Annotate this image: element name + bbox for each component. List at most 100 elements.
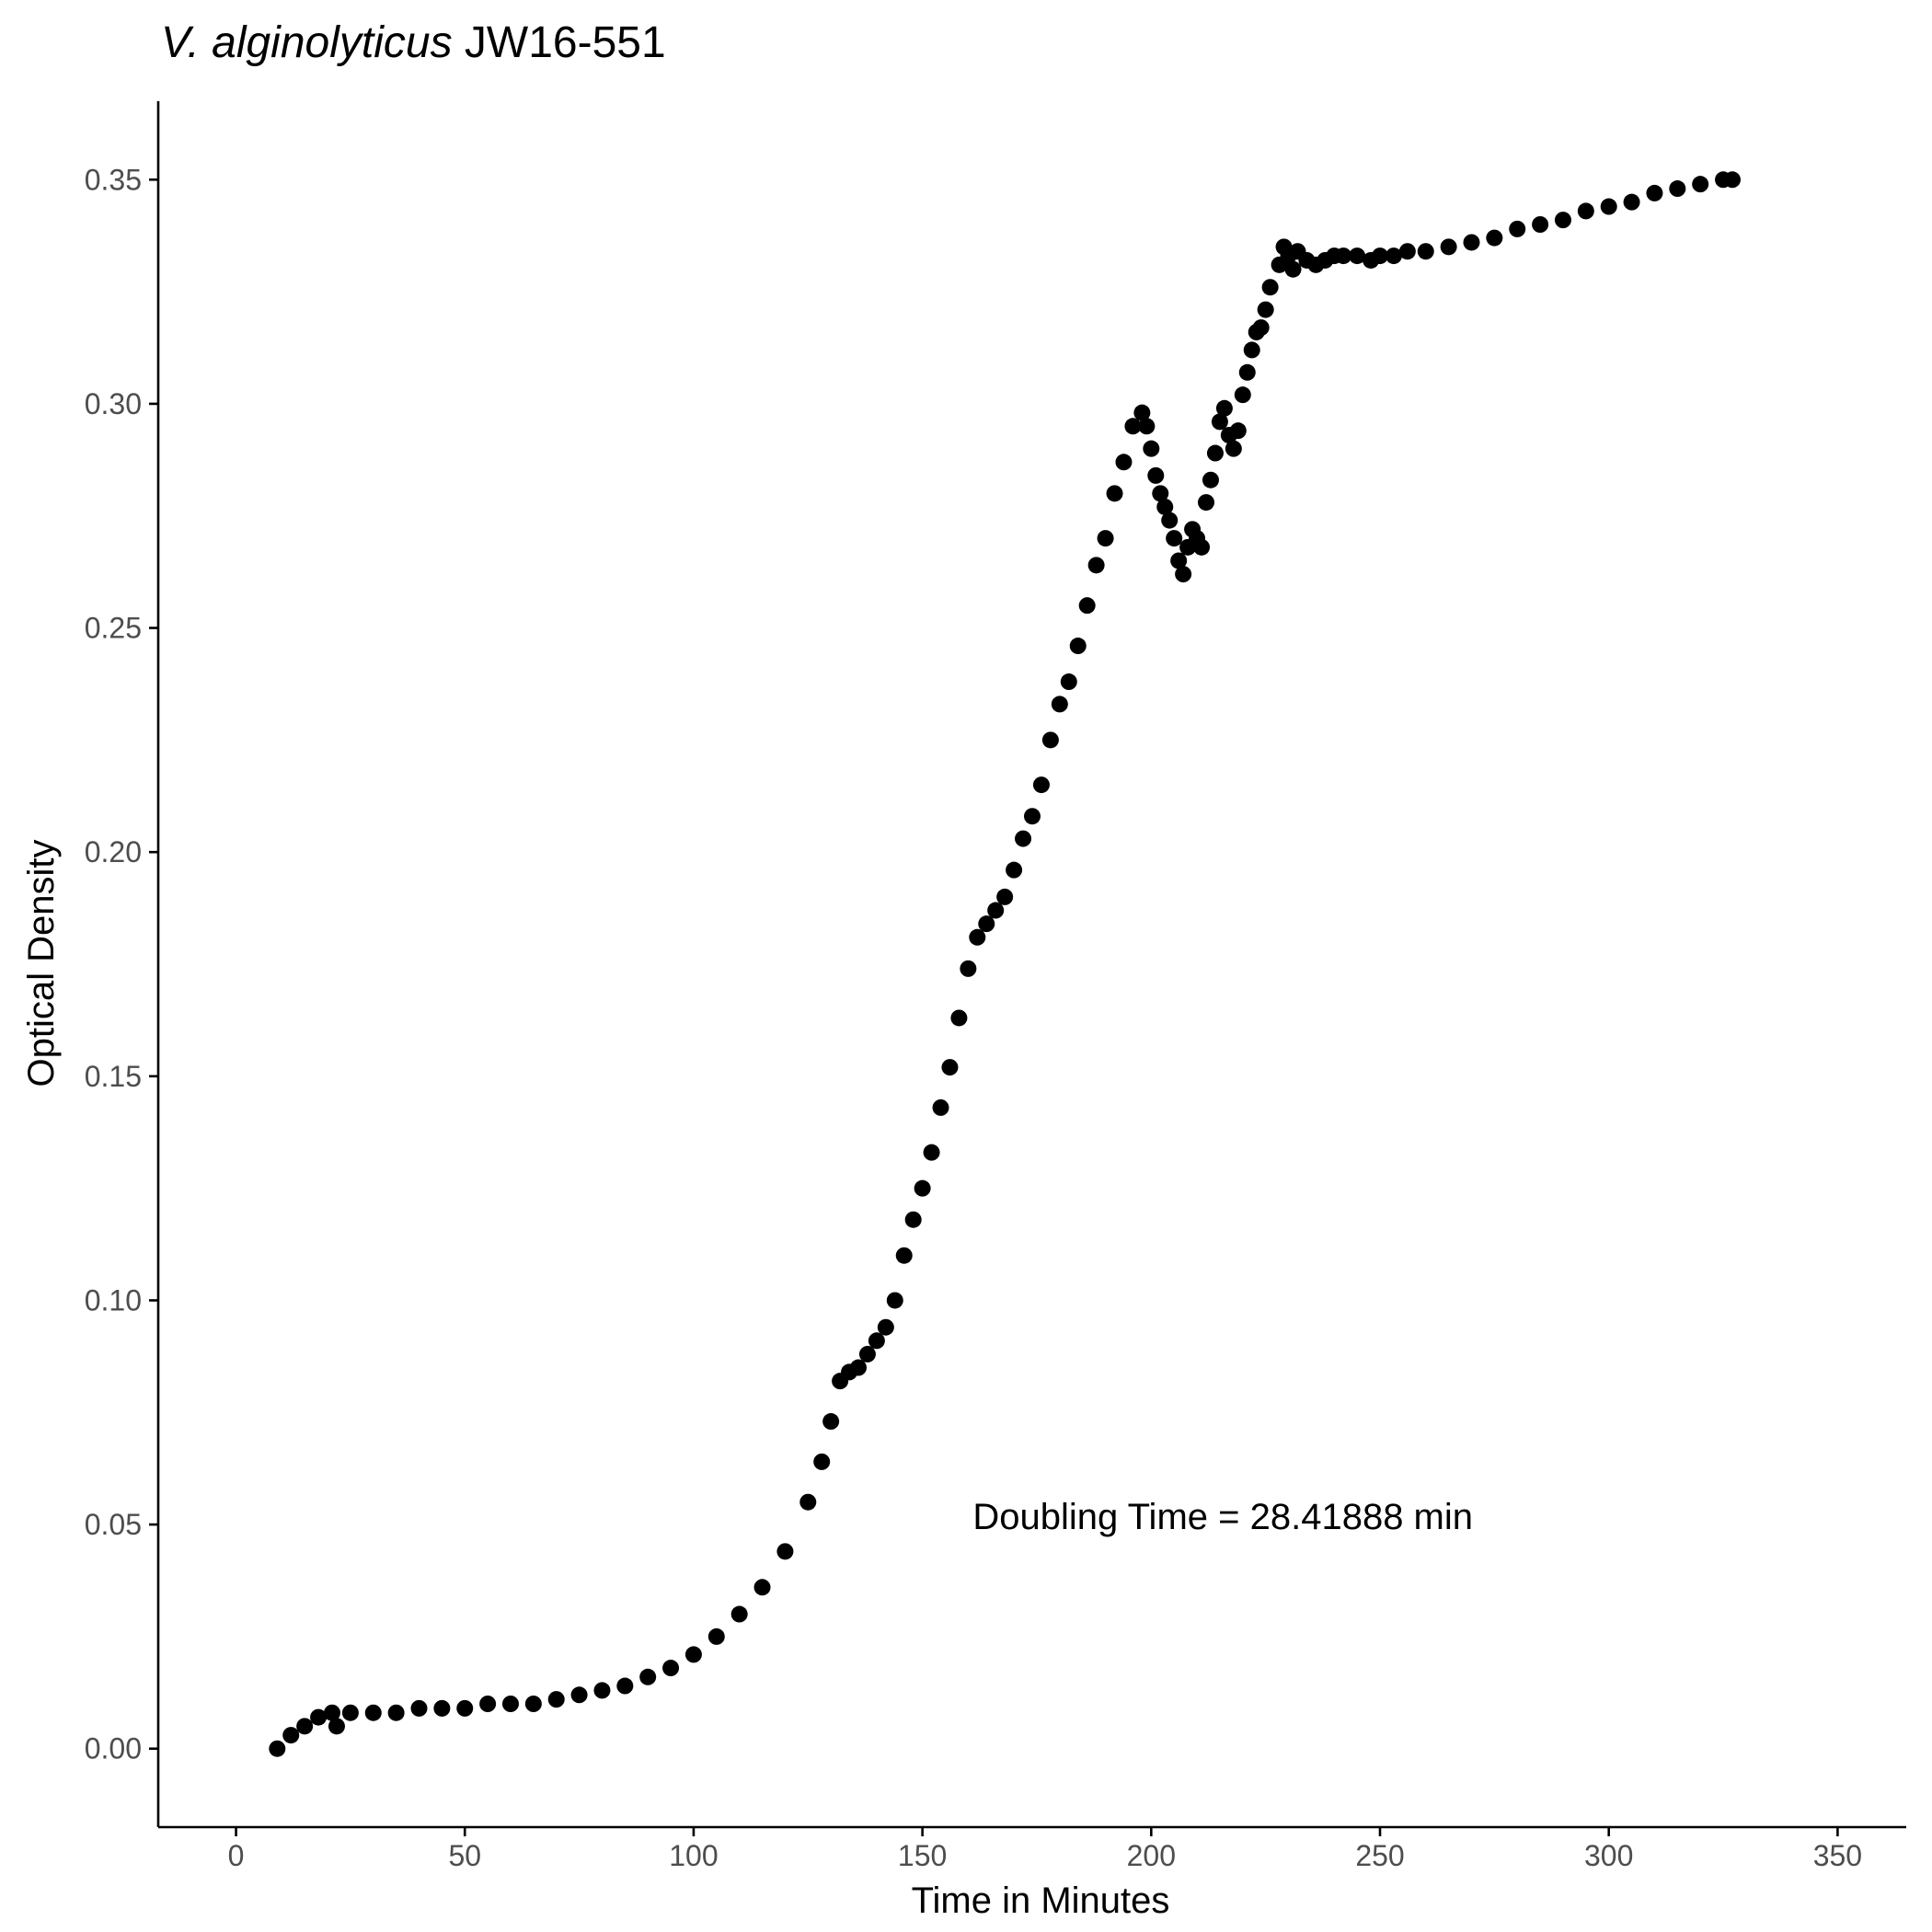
data-point (1252, 319, 1270, 337)
data-point (886, 1292, 903, 1309)
data-point (593, 1682, 611, 1699)
data-point (328, 1718, 345, 1735)
data-point (324, 1704, 341, 1721)
data-point (1138, 418, 1156, 435)
x-tick-label: 0 (228, 1839, 245, 1872)
data-point (1243, 341, 1260, 359)
data-point (1646, 184, 1663, 201)
y-axis-title: Optical Density (21, 840, 62, 1087)
data-point (950, 1009, 968, 1027)
data-point (969, 928, 986, 946)
data-point (433, 1699, 451, 1717)
data-point (1175, 566, 1192, 583)
data-point (296, 1718, 314, 1735)
data-point (1372, 247, 1389, 265)
data-point (1238, 363, 1256, 381)
data-point (1440, 238, 1457, 256)
data-point (547, 1691, 565, 1708)
data-point (1554, 212, 1571, 229)
data-point (914, 1179, 931, 1197)
data-point (479, 1696, 497, 1712)
data-point (978, 915, 995, 933)
data-point (1600, 198, 1617, 215)
data-point (1257, 301, 1274, 318)
data-point (1143, 440, 1160, 457)
data-point (1006, 861, 1023, 879)
data-point (1215, 399, 1233, 417)
data-point (1133, 404, 1151, 421)
data-points (269, 171, 1741, 1757)
data-point (1417, 243, 1434, 260)
data-point (923, 1144, 940, 1161)
data-point (1211, 413, 1228, 431)
data-point (1463, 234, 1480, 251)
data-point (639, 1668, 657, 1685)
data-point (895, 1247, 913, 1264)
data-point (1041, 731, 1059, 749)
data-point (776, 1543, 794, 1560)
data-point (1032, 776, 1050, 794)
data-point (662, 1660, 680, 1677)
y-tick-label: 0.00 (85, 1732, 142, 1765)
data-point (707, 1627, 725, 1645)
data-point (1509, 220, 1526, 237)
data-point (1385, 247, 1402, 265)
data-point (1349, 247, 1366, 265)
data-point (282, 1727, 300, 1744)
y-tick-label: 0.10 (85, 1283, 142, 1317)
x-axis-ticks: 0 50 100 150 200 250 300 350 (228, 1827, 1862, 1872)
data-point (1234, 386, 1251, 404)
data-point (1152, 485, 1169, 502)
data-point (849, 1359, 867, 1376)
data-point (570, 1686, 588, 1704)
x-tick-label: 300 (1584, 1839, 1633, 1872)
data-point (387, 1704, 405, 1721)
data-point (1335, 247, 1352, 265)
data-point (1087, 557, 1105, 574)
data-point (987, 902, 1005, 919)
chart-title: V. alginolyticus JW16-551 (161, 18, 666, 67)
data-point (1166, 530, 1183, 547)
data-point (1623, 193, 1640, 211)
data-point (501, 1696, 519, 1712)
data-point (904, 1211, 922, 1228)
data-point (1577, 202, 1594, 220)
data-point (364, 1704, 382, 1721)
data-point (1486, 229, 1503, 247)
x-tick-label: 200 (1127, 1839, 1176, 1872)
chart-title-rest: JW16-551 (453, 18, 666, 67)
data-point (310, 1708, 328, 1726)
data-point (1124, 418, 1142, 435)
data-point (1170, 552, 1188, 569)
data-point (1692, 176, 1709, 193)
data-point (341, 1704, 359, 1721)
data-point (524, 1696, 542, 1712)
data-point (753, 1579, 771, 1596)
data-point (1051, 696, 1068, 713)
data-point (410, 1699, 428, 1717)
x-tick-label: 250 (1355, 1839, 1404, 1872)
data-point (1161, 512, 1179, 529)
data-point (1198, 494, 1215, 512)
data-point (684, 1646, 702, 1663)
y-tick-label: 0.15 (85, 1060, 142, 1093)
data-point (1015, 830, 1032, 847)
data-point (1097, 530, 1114, 547)
data-point (799, 1493, 817, 1511)
data-point (1115, 454, 1133, 471)
x-tick-label: 100 (669, 1839, 718, 1872)
data-point (1669, 180, 1686, 198)
data-point (996, 888, 1014, 905)
x-tick-label: 350 (1813, 1839, 1862, 1872)
data-point (1261, 279, 1279, 296)
chart-title-italic: V. alginolyticus (161, 18, 453, 67)
data-point (1193, 538, 1211, 556)
y-tick-label: 0.05 (85, 1508, 142, 1541)
data-point (868, 1332, 885, 1350)
data-point (456, 1699, 474, 1717)
data-point (269, 1740, 286, 1757)
data-point (1229, 422, 1247, 440)
data-point (1202, 471, 1219, 489)
data-point (960, 960, 977, 977)
